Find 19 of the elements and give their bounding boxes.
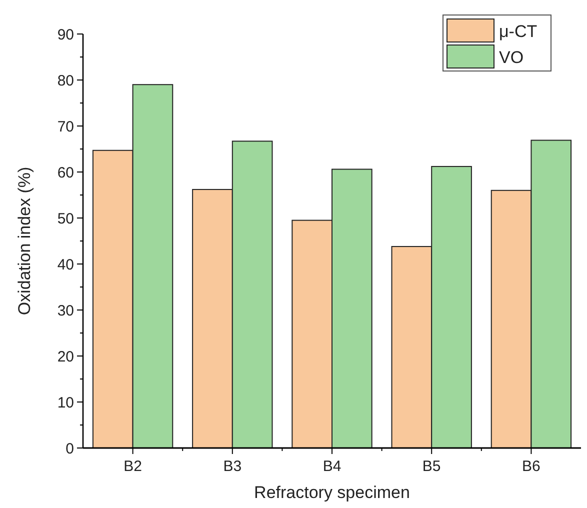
y-tick-label: 90 [57, 26, 74, 44]
x-tick-label: B4 [322, 458, 342, 475]
x-tick-label: B5 [422, 458, 441, 475]
y-tick-label: 60 [57, 164, 74, 182]
y-tick-label: 40 [57, 256, 74, 274]
x-tick-label: B2 [124, 458, 142, 475]
y-tick-label: 20 [57, 348, 74, 366]
legend-label: VO [499, 48, 524, 67]
y-tick-label: 10 [57, 394, 74, 412]
legend-label: μ-CT [499, 22, 538, 41]
x-tick-label: B6 [522, 458, 540, 475]
x-axis-title: Refractory specimen [254, 483, 410, 502]
y-tick-label: 50 [57, 210, 74, 228]
y-tick-label: 30 [57, 302, 74, 320]
y-axis-title: Oxidation index (%) [15, 166, 34, 316]
y-tick-label: 70 [57, 118, 74, 136]
y-tick-label: 80 [57, 72, 74, 90]
y-tick-label: 0 [66, 440, 74, 458]
x-tick-label: B3 [223, 458, 242, 475]
